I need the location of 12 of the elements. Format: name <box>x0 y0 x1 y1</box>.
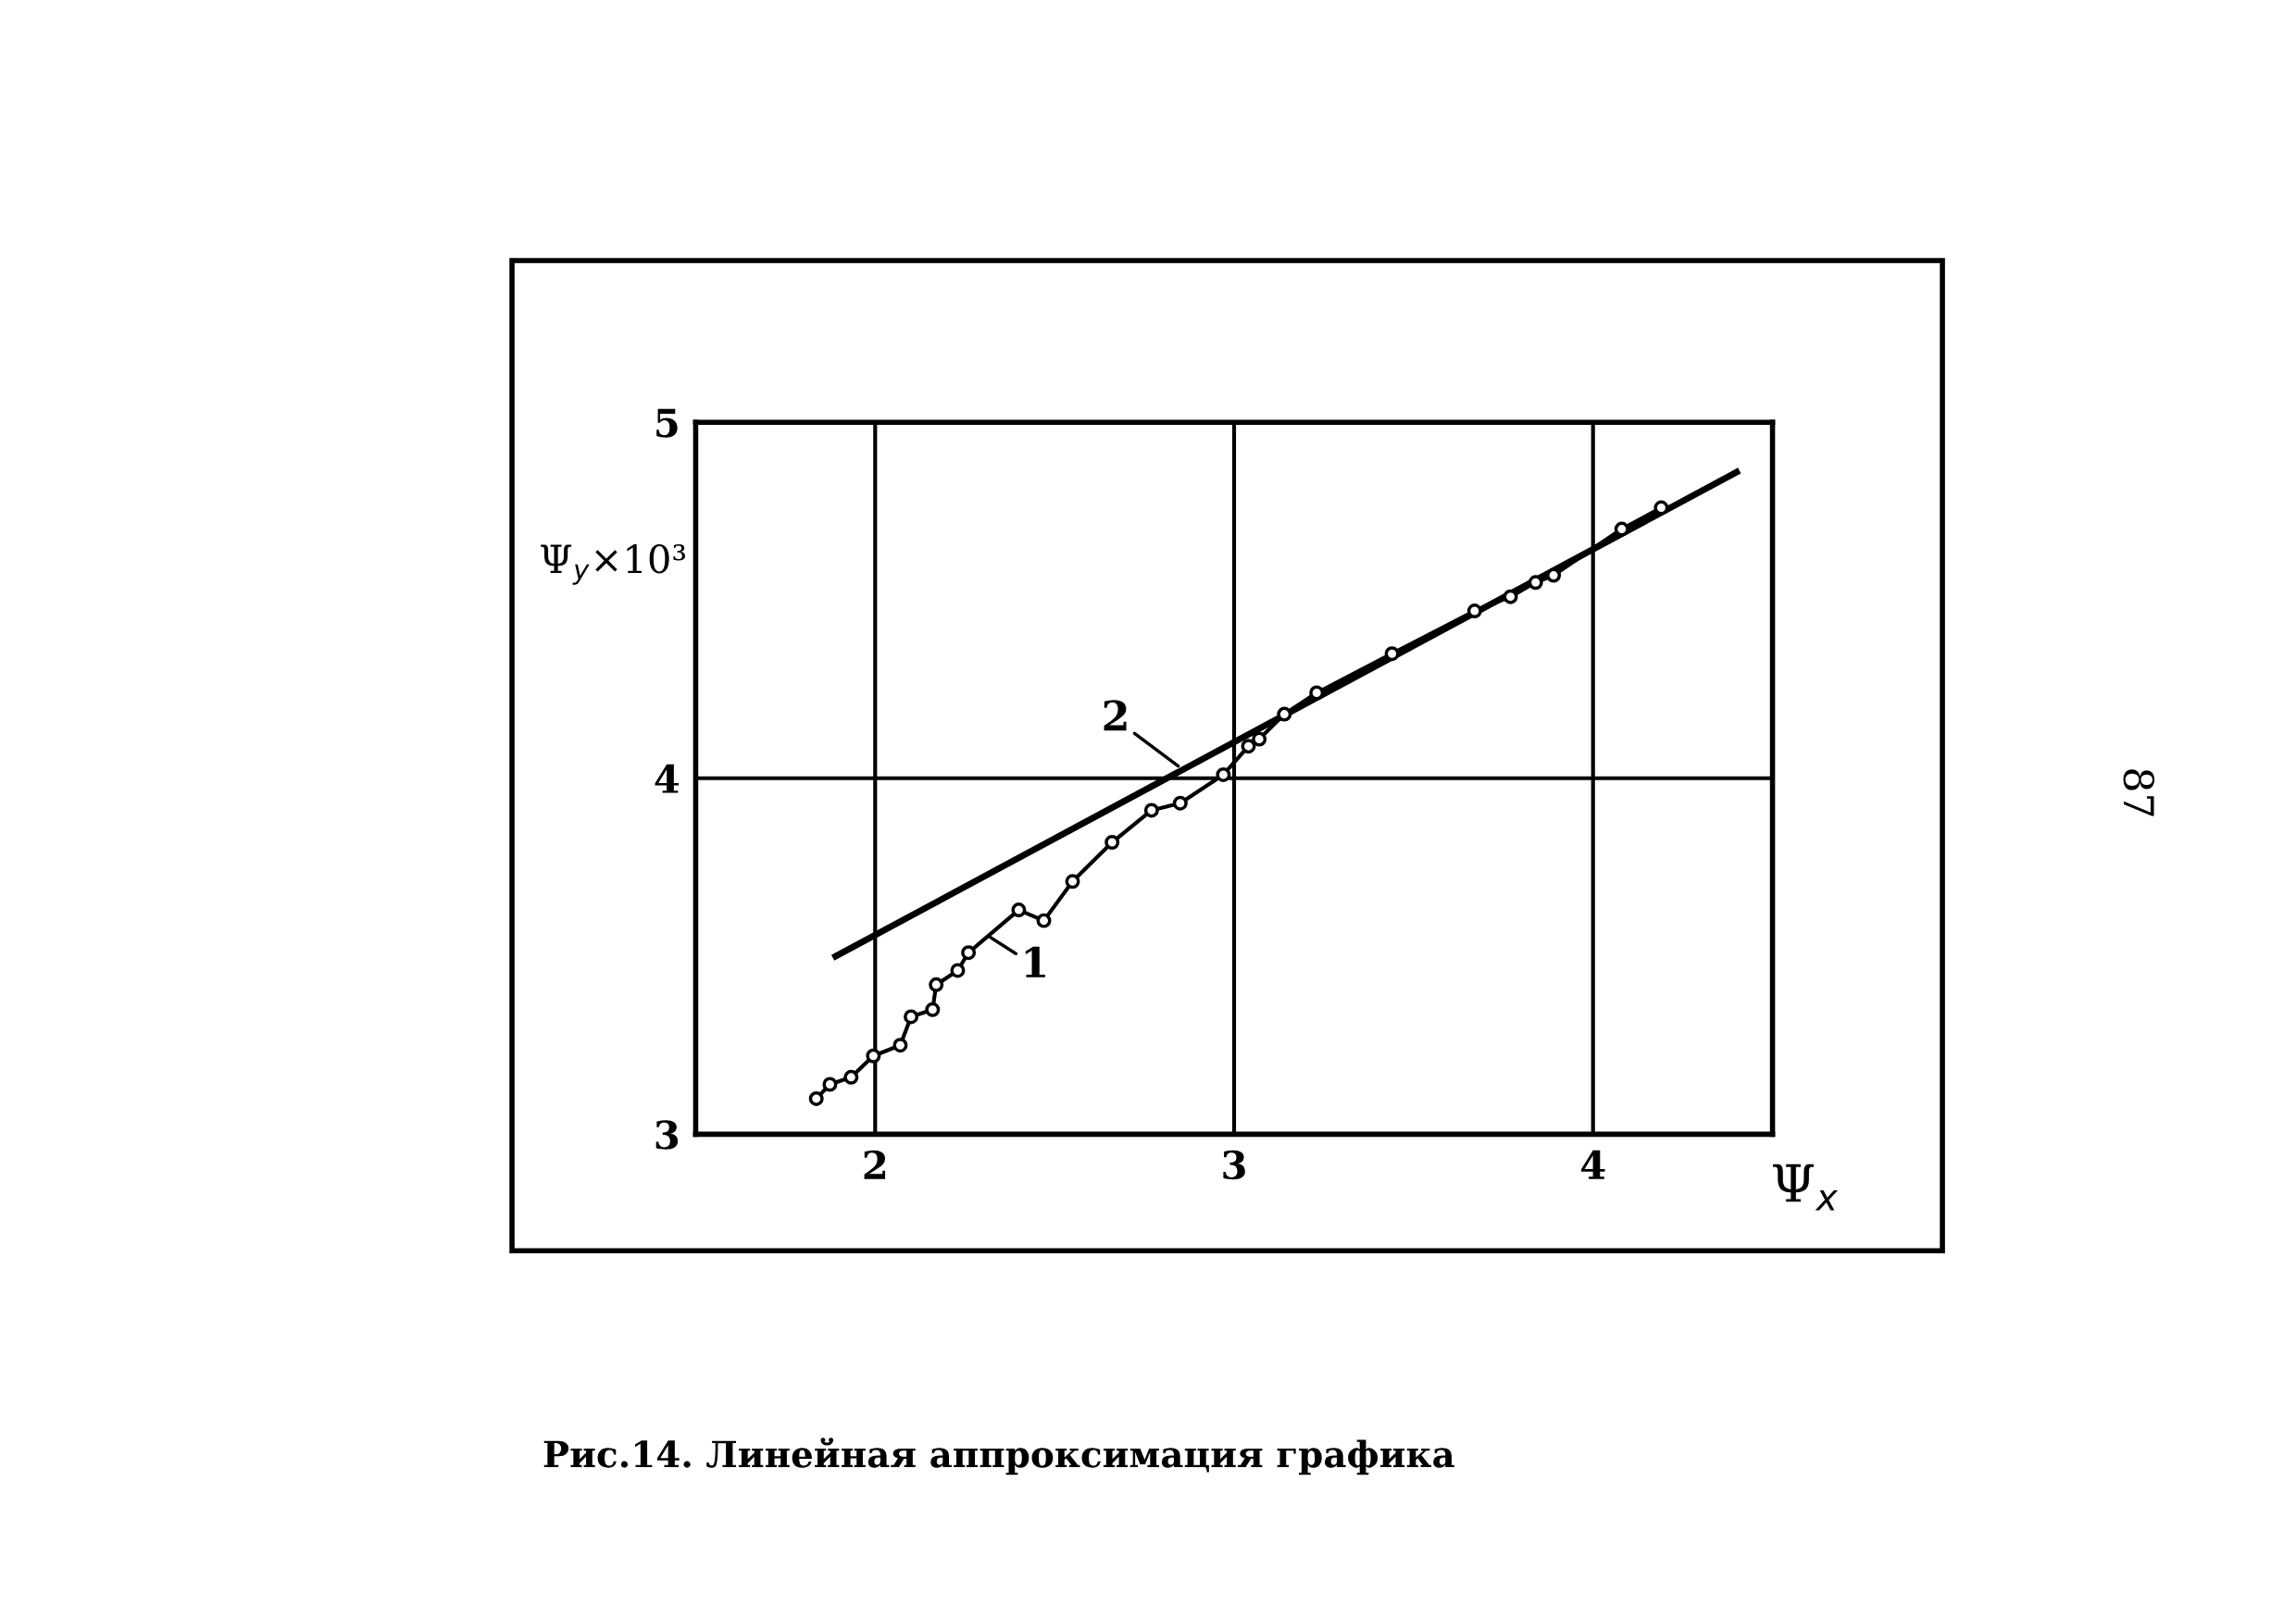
annotation: 2 <box>1104 700 1127 731</box>
y-tick-label: 4 <box>655 764 680 793</box>
text: Рис.14. Линейная аппроксимация графика <box>543 1438 1454 1475</box>
x-tick-label: 4 <box>1580 1150 1605 1179</box>
x-tick-label: 2 <box>864 1150 886 1179</box>
x-axis-title: Ψ$_{x}$ <box>1773 1164 1839 1211</box>
y-tick-label: 3 <box>655 1120 679 1150</box>
y-tick-label: 5 <box>656 408 678 438</box>
y-axis-title: Ψ$_{y}$×10³ <box>541 543 685 585</box>
x-tick-label: 3 <box>1223 1150 1245 1180</box>
annotation: 1 <box>1025 946 1045 977</box>
text: 87 <box>2123 769 2155 816</box>
